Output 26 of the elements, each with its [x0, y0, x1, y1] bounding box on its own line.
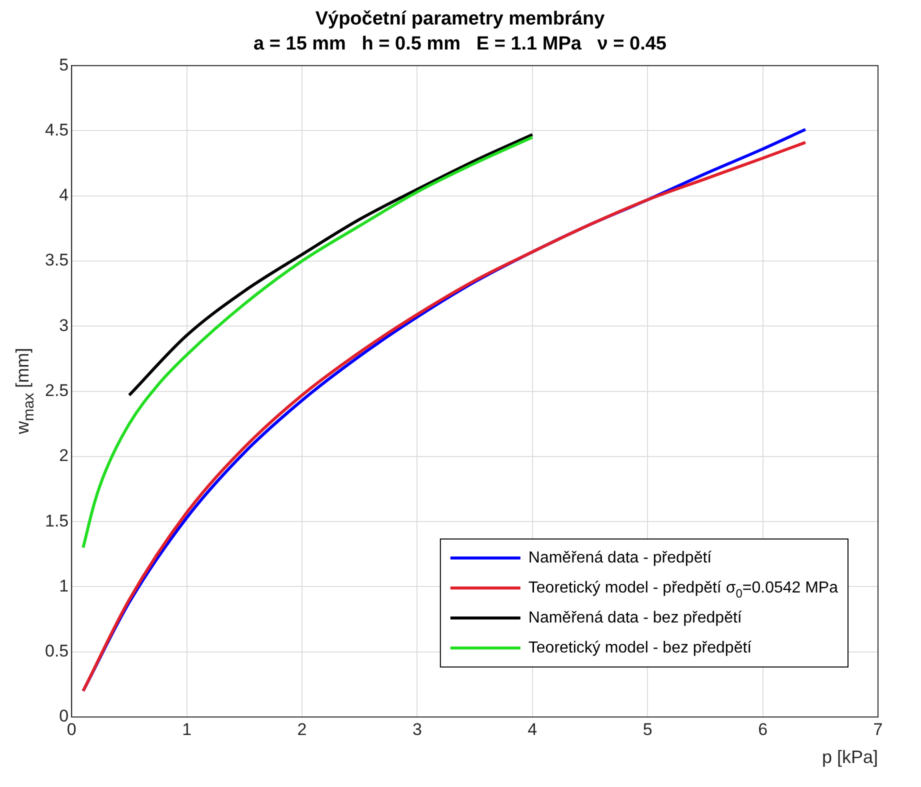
- x-tick-label: 4: [528, 720, 538, 739]
- y-tick-label: 1.5: [44, 511, 69, 530]
- y-tick-label: 1: [59, 576, 69, 596]
- legend-label: Naměřená data - předpětí: [528, 549, 712, 566]
- chart-subtitle: a = 15 mm h = 0.5 mm E = 1.1 MPa ν = 0.45: [254, 33, 667, 54]
- y-tick-label: 0.5: [44, 642, 69, 661]
- y-tick-label: 3.5: [44, 250, 69, 270]
- y-tick-label: 0: [59, 706, 69, 726]
- legend-label: Naměřená data - bez předpětí: [528, 609, 742, 626]
- y-tick-label: 2: [59, 446, 69, 466]
- y-tick-label: 5: [59, 55, 69, 74]
- y-tick-label: 3: [59, 316, 69, 335]
- x-tick-label: 1: [182, 720, 192, 739]
- chart-title: Výpočetní parametry membrány: [315, 8, 606, 30]
- line-series: [82, 136, 534, 550]
- legend-label: Teoretický model - bez předpětí: [528, 639, 752, 656]
- x-axis-title: p [kPa]: [822, 747, 878, 768]
- y-tick-label: 4: [59, 186, 69, 205]
- line-series: [128, 133, 534, 397]
- x-tick-label: 2: [297, 720, 307, 739]
- x-tick-label: 7: [873, 720, 883, 739]
- y-tick-label: 2.5: [44, 380, 69, 400]
- y-tick-label: 4.5: [44, 120, 69, 140]
- x-tick-label: 3: [412, 720, 422, 739]
- x-tick-label: 5: [642, 720, 652, 739]
- x-tick-label: 6: [758, 720, 768, 739]
